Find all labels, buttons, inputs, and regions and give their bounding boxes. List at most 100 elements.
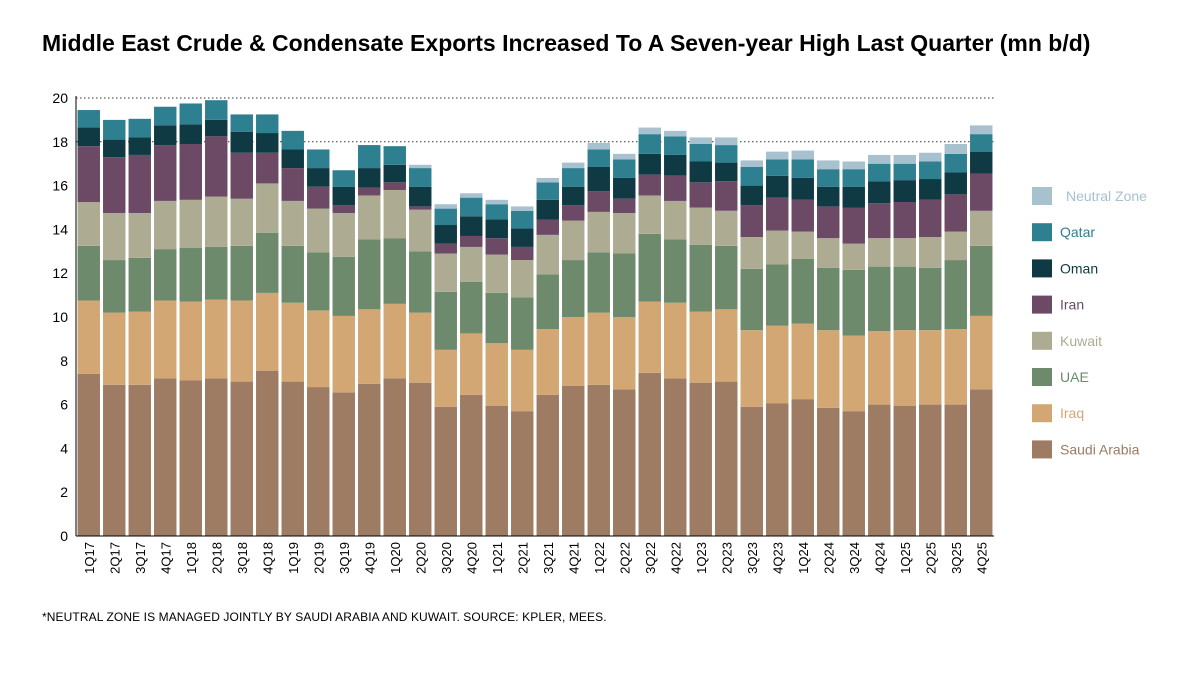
bar-qatar-1Q21: [485, 204, 508, 220]
bar-oman-2Q19: [307, 168, 330, 187]
bar-iran-1Q19: [281, 168, 304, 201]
y-tick-label: 10: [52, 309, 68, 325]
bar-stack-1Q19: [281, 130, 304, 536]
bar-kuwait-3Q23: [740, 237, 763, 269]
bar-saudi-arabia-1Q20: [383, 378, 406, 536]
bar-neutral-zone-2Q21: [511, 206, 534, 211]
bar-neutral-zone-3Q20: [434, 204, 457, 209]
x-tick-label: 2Q21: [515, 542, 530, 574]
bar-stack-2Q24: [817, 160, 840, 536]
bar-stack-3Q17: [128, 118, 151, 536]
bar-saudi-arabia-2Q18: [205, 378, 228, 536]
bar-stack-4Q21: [562, 162, 585, 536]
bar-iran-3Q23: [740, 205, 763, 238]
bar-oman-2Q22: [613, 177, 636, 199]
bar-iran-2Q22: [613, 198, 636, 213]
bar-stack-4Q24: [868, 154, 891, 536]
bar-qatar-2Q19: [307, 149, 330, 169]
bar-neutral-zone-4Q20: [460, 193, 483, 198]
legend-label: Kuwait: [1060, 333, 1102, 349]
bar-kuwait-1Q22: [587, 211, 610, 253]
bar-kuwait-3Q21: [536, 234, 559, 275]
bar-oman-2Q21: [511, 228, 534, 247]
bar-stack-2Q17: [103, 119, 126, 536]
bar-uae-3Q19: [332, 256, 355, 316]
bar-saudi-arabia-1Q22: [587, 384, 610, 536]
bar-kuwait-2Q19: [307, 208, 330, 253]
bar-saudi-arabia-1Q17: [77, 373, 100, 536]
bar-oman-3Q23: [740, 185, 763, 206]
bar-saudi-arabia-1Q19: [281, 381, 304, 536]
bar-oman-3Q24: [842, 186, 865, 208]
bar-iran-1Q17: [77, 146, 100, 203]
gridlines: [76, 97, 994, 143]
y-tick-label: 0: [60, 528, 68, 544]
bar-iraq-3Q20: [434, 349, 457, 407]
bar-qatar-4Q19: [358, 145, 381, 169]
bar-stack-1Q21: [485, 199, 508, 536]
bar-oman-4Q25: [970, 151, 993, 174]
bar-iran-4Q18: [256, 152, 279, 184]
x-tick-label: 1Q24: [796, 542, 811, 574]
bar-saudi-arabia-4Q20: [460, 394, 483, 536]
bar-qatar-3Q21: [536, 182, 559, 200]
bar-saudi-arabia-4Q25: [970, 389, 993, 536]
bar-saudi-arabia-1Q23: [689, 382, 712, 536]
bar-uae-1Q22: [587, 252, 610, 313]
bar-iran-3Q24: [842, 207, 865, 244]
bar-kuwait-4Q21: [562, 220, 585, 261]
legend-item-qatar: Qatar: [1032, 223, 1095, 242]
bar-iraq-1Q18: [179, 301, 202, 381]
bar-oman-1Q25: [893, 180, 916, 203]
bar-uae-3Q24: [842, 269, 865, 336]
bar-uae-2Q18: [205, 246, 228, 300]
bar-uae-4Q23: [766, 264, 789, 326]
bar-saudi-arabia-4Q18: [256, 370, 279, 536]
x-tick-label: 2Q25: [923, 542, 938, 574]
x-tick-label: 3Q19: [337, 542, 352, 574]
bar-stack-4Q23: [766, 151, 789, 536]
bar-oman-1Q21: [485, 219, 508, 239]
bar-oman-4Q18: [256, 133, 279, 153]
bar-uae-3Q25: [944, 260, 967, 330]
bar-qatar-1Q17: [77, 110, 100, 128]
bar-qatar-1Q18: [179, 103, 202, 125]
bar-iran-4Q19: [358, 187, 381, 196]
bar-qatar-2Q23: [715, 145, 738, 163]
x-tick-label: 1Q22: [592, 542, 607, 574]
bar-stack-1Q22: [587, 142, 610, 536]
chart-title: Middle East Crude & Condensate Exports I…: [42, 30, 1091, 56]
bar-qatar-2Q20: [409, 168, 432, 187]
bar-oman-3Q25: [944, 172, 967, 195]
bar-stack-1Q18: [179, 103, 202, 536]
bar-neutral-zone-3Q22: [638, 127, 661, 135]
y-tick-label: 16: [52, 178, 68, 194]
legend: Neutral Zone Qatar Oman Iran Kuwait UAE Iraq Sa…: [1032, 187, 1147, 459]
bar-stack-4Q19: [358, 145, 381, 536]
bar-qatar-4Q24: [868, 163, 891, 182]
bar-iraq-3Q18: [230, 300, 253, 382]
bar-saudi-arabia-1Q18: [179, 380, 202, 536]
bar-iraq-3Q17: [128, 311, 151, 385]
bar-qatar-4Q22: [664, 136, 687, 155]
bar-uae-4Q22: [664, 239, 687, 303]
bar-neutral-zone-4Q23: [766, 151, 789, 160]
bar-uae-4Q19: [358, 239, 381, 310]
bar-kuwait-1Q19: [281, 200, 304, 246]
legend-label: Qatar: [1060, 224, 1095, 240]
bar-iraq-3Q19: [332, 315, 355, 393]
bar-iraq-2Q20: [409, 312, 432, 383]
bar-iraq-4Q19: [358, 309, 381, 384]
bar-stack-1Q17: [77, 110, 100, 536]
bar-iran-4Q24: [868, 203, 891, 239]
bar-iraq-1Q22: [587, 312, 610, 385]
bar-neutral-zone-1Q25: [893, 154, 916, 164]
legend-item-iraq: Iraq: [1032, 404, 1084, 423]
bar-oman-2Q17: [103, 139, 126, 158]
bar-uae-1Q23: [689, 244, 712, 312]
footnote: *NEUTRAL ZONE IS MANAGED JOINTLY BY SAUD…: [42, 610, 607, 624]
bar-uae-2Q20: [409, 251, 432, 313]
x-tick-label: 2Q22: [617, 542, 632, 574]
bar-neutral-zone-3Q24: [842, 161, 865, 170]
